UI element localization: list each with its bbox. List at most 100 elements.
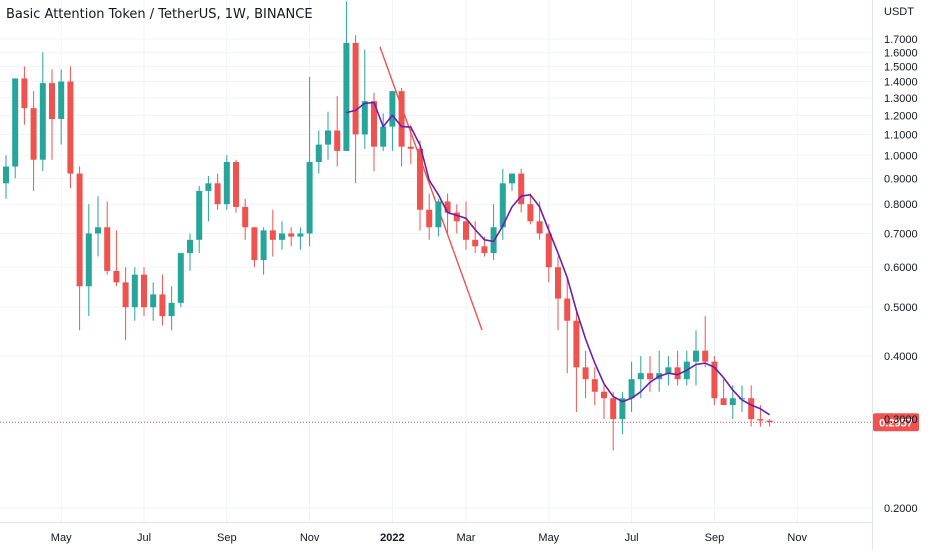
candle-body xyxy=(104,227,111,271)
candle xyxy=(214,173,221,210)
candle-body xyxy=(637,373,644,380)
candle-body xyxy=(39,83,46,160)
candle-body xyxy=(509,173,515,184)
candle-body xyxy=(702,350,709,362)
candle-body xyxy=(453,212,460,222)
candle-body xyxy=(260,230,267,261)
y-tick-label: 0.4000 xyxy=(884,351,918,363)
candle-body xyxy=(398,91,405,147)
candle xyxy=(39,52,46,172)
trendline-layer[interactable] xyxy=(379,46,483,331)
candle-body xyxy=(297,233,304,237)
candle xyxy=(509,173,515,191)
candle-body xyxy=(67,81,74,174)
y-tick-label: 1.6000 xyxy=(884,47,918,59)
y-tick-label: 0.3000 xyxy=(884,414,918,426)
candle-body xyxy=(527,204,534,222)
candle-body xyxy=(426,209,433,228)
candle xyxy=(564,278,571,374)
candle-body xyxy=(177,253,184,303)
candle xyxy=(647,356,653,392)
candle-body xyxy=(325,130,331,145)
candle-body xyxy=(591,379,598,392)
time-axis-divider xyxy=(0,522,872,523)
x-tick-label: Mar xyxy=(457,532,476,544)
candle-body xyxy=(757,419,764,421)
candle-body xyxy=(766,420,773,423)
candle xyxy=(490,204,497,261)
candle xyxy=(518,168,525,213)
candle xyxy=(656,350,663,392)
moving-average-line xyxy=(346,101,771,416)
candle-body xyxy=(279,233,285,240)
candle xyxy=(288,227,295,247)
x-tick-label: Sep xyxy=(705,532,725,544)
candle xyxy=(104,201,111,275)
candle-body xyxy=(205,183,212,191)
candle-body xyxy=(407,146,414,149)
candle xyxy=(748,385,755,427)
x-tick-label: 2022 xyxy=(380,532,404,544)
currency-label: USDT xyxy=(884,6,914,18)
candle xyxy=(766,419,773,427)
candle-body xyxy=(315,144,322,162)
y-tick-label: 1.3000 xyxy=(884,93,918,105)
candle-body xyxy=(214,183,221,205)
candle xyxy=(67,66,74,189)
candle xyxy=(279,221,285,250)
candle xyxy=(343,1,350,151)
candle-body xyxy=(417,148,423,210)
candle-body xyxy=(536,221,543,234)
candle-body xyxy=(251,227,258,261)
candle xyxy=(21,66,28,125)
candle-body xyxy=(288,233,295,237)
price-axis-divider xyxy=(872,0,873,550)
candle-body xyxy=(233,161,239,207)
candle xyxy=(325,111,331,160)
candles-layer xyxy=(3,1,773,451)
candle-body xyxy=(95,227,101,234)
candle-body xyxy=(545,233,552,268)
candle xyxy=(361,49,368,149)
y-tick-label: 1.2000 xyxy=(884,110,918,122)
candle xyxy=(260,227,267,275)
candle xyxy=(352,35,359,184)
candle-body xyxy=(729,398,736,405)
y-tick-label: 1.4000 xyxy=(884,77,918,89)
candle xyxy=(177,253,184,308)
candle xyxy=(205,175,212,222)
candle xyxy=(720,379,727,405)
candle xyxy=(389,91,396,151)
x-tick-label: Nov xyxy=(787,532,807,544)
candle-body xyxy=(131,274,138,308)
candle xyxy=(693,330,699,386)
candle xyxy=(582,350,589,399)
candle xyxy=(85,204,92,317)
candle xyxy=(95,196,101,257)
candle xyxy=(12,78,19,179)
y-tick-label: 0.7000 xyxy=(884,228,918,240)
candle xyxy=(619,391,626,435)
candle-body xyxy=(352,42,359,135)
candle-body xyxy=(720,398,727,405)
candle xyxy=(269,209,276,257)
candle-body xyxy=(481,246,488,254)
candle-body xyxy=(748,398,755,420)
candle xyxy=(58,69,65,145)
candle xyxy=(49,69,55,160)
candle xyxy=(251,227,258,268)
y-tick-label: 0.6000 xyxy=(884,262,918,274)
x-axis[interactable]: May Jul Sep Nov 2022 Mar May Jul Sep Nov xyxy=(51,532,808,544)
candle xyxy=(435,198,442,237)
candle-body xyxy=(674,367,681,380)
candle xyxy=(150,282,157,321)
candle xyxy=(334,96,341,167)
y-tick-label: 0.2000 xyxy=(884,503,918,515)
candle-body xyxy=(343,42,350,151)
candle-body xyxy=(389,91,396,127)
candle xyxy=(380,113,387,151)
candle-body xyxy=(601,391,607,399)
